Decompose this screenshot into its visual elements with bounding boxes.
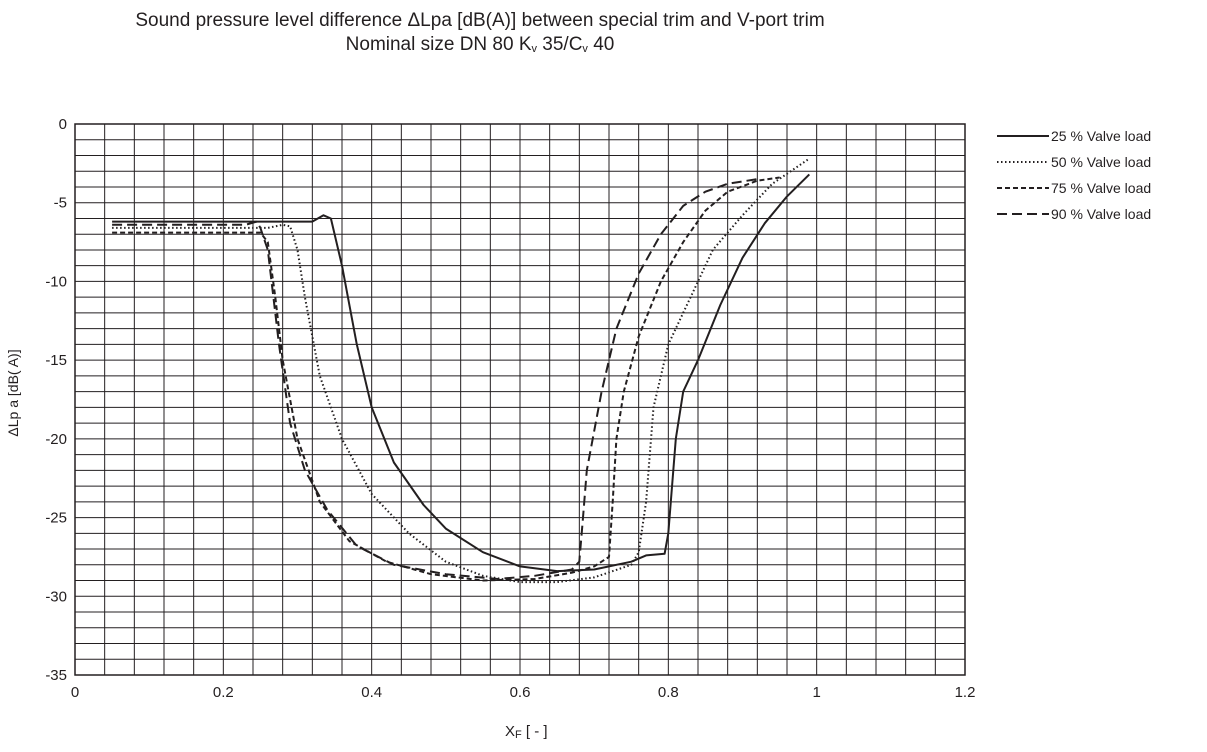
subtitle-kv-sub: v <box>531 43 538 55</box>
legend-item: 50 % Valve load <box>995 149 1151 175</box>
legend-item: 75 % Valve load <box>995 175 1151 201</box>
series-line-1 <box>112 173 811 573</box>
legend-swatch <box>997 135 1049 137</box>
x-axis-label-end: [ - ] <box>521 723 548 740</box>
legend-label: 25 % Valve load <box>1051 128 1152 144</box>
grid <box>74 123 966 676</box>
series-line-2 <box>112 157 810 584</box>
y-tick-label: -20 <box>45 431 67 448</box>
series-line-4 <box>112 178 758 580</box>
x-tick-label: 0.4 <box>361 684 382 701</box>
legend: 25 % Valve load 50 % Valve load 75 % Valve… <box>995 123 1151 227</box>
legend-swatch <box>997 187 1049 189</box>
series-lines <box>112 157 811 584</box>
y-tick-label: -5 <box>54 195 67 212</box>
tick-labels: 0 0.2 0.4 0.6 0.8 1 1.2 0 -5 -10 -15 -20 -25 -30 -35 <box>45 116 975 701</box>
x-axis-label: XF [ - ] <box>505 723 548 741</box>
x-tick-label: 0.6 <box>510 684 531 701</box>
plot-frame <box>74 123 966 676</box>
chart-subtitle: Nominal size DN 80 Kv 35/Cv 40 <box>0 33 960 61</box>
legend-swatch <box>997 213 1049 215</box>
legend-label: 75 % Valve load <box>1051 180 1152 196</box>
subtitle-text: Nominal size DN 80 K <box>345 34 532 55</box>
x-tick-label: 1.2 <box>955 684 976 701</box>
x-tick-label: 1 <box>812 684 820 701</box>
y-axis-label: ΔLp a [dB( A)] <box>5 349 21 437</box>
legend-label: 90 % Valve load <box>1051 206 1152 222</box>
y-tick-label: -25 <box>45 510 67 527</box>
y-tick-label: -30 <box>45 588 67 605</box>
y-tick-label: -10 <box>45 273 67 290</box>
subtitle-mid: 35/C <box>537 34 583 55</box>
legend-swatch <box>997 161 1049 163</box>
subtitle-end: 40 <box>587 34 615 55</box>
x-tick-label: 0.2 <box>213 684 234 701</box>
y-tick-label: -15 <box>45 352 67 369</box>
y-tick-label: 0 <box>59 116 67 133</box>
y-tick-label: -35 <box>45 667 67 684</box>
x-axis-label-sub: F <box>515 729 522 741</box>
legend-item: 25 % Valve load <box>995 123 1151 149</box>
series-line-3 <box>112 176 780 582</box>
x-tick-label: 0 <box>71 684 79 701</box>
subtitle-cv-sub: v <box>582 43 588 55</box>
x-tick-label: 0.8 <box>658 684 679 701</box>
legend-label: 50 % Valve load <box>1051 154 1152 170</box>
x-axis-label-main: X <box>505 723 516 740</box>
chart-title: Sound pressure level difference ΔLpa [dB… <box>135 10 825 31</box>
legend-item: 90 % Valve load <box>995 201 1151 227</box>
